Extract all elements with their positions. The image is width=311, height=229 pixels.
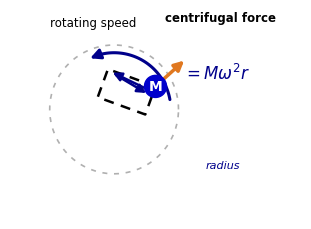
Text: M: M [149, 80, 162, 94]
Text: rotating speed: rotating speed [50, 16, 136, 29]
Text: radius: radius [206, 160, 241, 170]
Text: $=M\omega^2r$: $=M\omega^2r$ [183, 63, 250, 83]
Circle shape [145, 76, 166, 98]
Text: centrifugal force: centrifugal force [165, 12, 276, 25]
